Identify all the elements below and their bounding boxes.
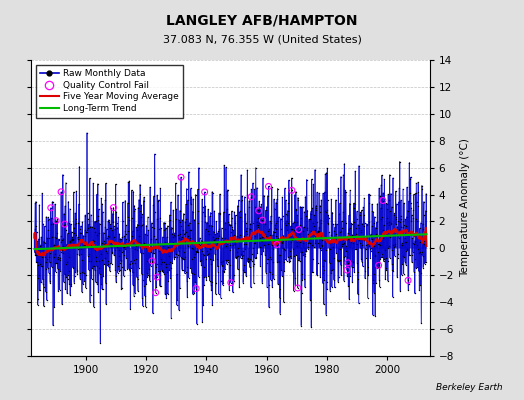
Point [247, 194, 255, 200]
Point [288, 187, 296, 194]
Point [60, 221, 69, 227]
Point [272, 241, 281, 248]
Point [258, 217, 267, 223]
Point [148, 258, 156, 264]
Point [343, 267, 351, 273]
Point [375, 262, 383, 268]
Point [294, 226, 303, 233]
Point [47, 204, 55, 211]
Point [109, 204, 117, 211]
Point [152, 274, 161, 280]
Point [264, 183, 272, 190]
Point [177, 174, 185, 180]
Point [57, 189, 66, 195]
Legend: Raw Monthly Data, Quality Control Fail, Five Year Moving Average, Long-Term Tren: Raw Monthly Data, Quality Control Fail, … [36, 64, 183, 118]
Point [255, 208, 263, 214]
Point [192, 285, 200, 292]
Text: LANGLEY AFB/HAMPTON: LANGLEY AFB/HAMPTON [166, 14, 358, 28]
Y-axis label: Temperature Anomaly (°C): Temperature Anomaly (°C) [460, 138, 470, 278]
Point [379, 197, 387, 204]
Text: Berkeley Earth: Berkeley Earth [436, 383, 503, 392]
Text: 37.083 N, 76.355 W (United States): 37.083 N, 76.355 W (United States) [162, 34, 362, 44]
Point [293, 285, 302, 291]
Point [52, 218, 60, 224]
Point [151, 290, 160, 296]
Point [404, 277, 412, 284]
Point [344, 260, 352, 266]
Point [201, 189, 209, 195]
Point [226, 280, 235, 286]
